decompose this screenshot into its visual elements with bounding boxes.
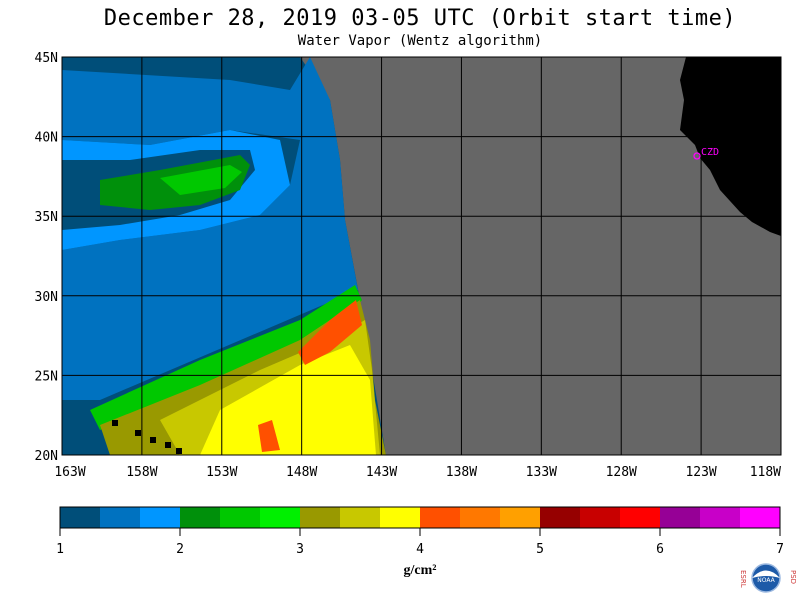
- missing-data-dot: [176, 448, 182, 454]
- longitude-labels: 163W 158W 153W 148W 143W 138W 133W 128W 123W 118W: [54, 465, 781, 480]
- colorbar-swatch: [460, 507, 501, 528]
- noaa-logo-graphic: NOAA ESRL PSD: [739, 563, 797, 593]
- missing-data-dot: [150, 437, 156, 443]
- missing-data-dot: [112, 420, 118, 426]
- longitude-label: 143W: [366, 465, 397, 480]
- logo-right-text: PSD: [789, 570, 797, 584]
- colorbar: [59, 506, 781, 529]
- colorbar-swatch: [380, 507, 421, 528]
- colorbar-swatch: [140, 507, 181, 528]
- colorbar-tick-label: 3: [296, 542, 304, 557]
- colorbar-swatch: [500, 507, 541, 528]
- colorbar-tick-label: 7: [776, 542, 784, 557]
- latitude-label: 30N: [35, 290, 58, 305]
- colorbar-swatch: [580, 507, 621, 528]
- colorbar-tick-label: 4: [416, 542, 424, 557]
- colorbar-swatch: [620, 507, 661, 528]
- missing-data-dot: [165, 442, 171, 448]
- moisture-max-orange: [298, 300, 362, 365]
- missing-data-dot: [135, 430, 141, 436]
- colorbar-swatch: [700, 507, 741, 528]
- colorbar-swatch: [660, 507, 701, 528]
- colorbar-swatch: [260, 507, 301, 528]
- map-title: December 28, 2019 03-05 UTC (Orbit start…: [103, 6, 737, 31]
- moisture-band-green: [90, 285, 362, 430]
- longitude-label: 118W: [750, 465, 781, 480]
- colorbar-swatch: [300, 507, 341, 528]
- latitude-label: 45N: [35, 51, 58, 66]
- latitude-label: 25N: [35, 369, 58, 384]
- colorbar-swatch: [740, 507, 781, 528]
- colorbar-swatch: [220, 507, 261, 528]
- map-subtitle: Water Vapor (Wentz algorithm): [297, 33, 543, 49]
- colorbar-swatch: [420, 507, 461, 528]
- colorbar-tick-label: 5: [536, 542, 544, 557]
- longitude-label: 158W: [126, 465, 157, 480]
- moisture-band-yellow: [200, 345, 376, 455]
- colorbar-swatch: [60, 507, 101, 528]
- land-california: [680, 57, 781, 236]
- colorbar-swatch: [180, 507, 221, 528]
- longitude-label: 138W: [446, 465, 477, 480]
- longitude-label: 123W: [685, 465, 716, 480]
- graticule: [62, 57, 781, 455]
- colorbar-swatch: [100, 507, 141, 528]
- colorbar-tick-label: 1: [56, 542, 64, 557]
- latitude-labels: 45N 40N 35N 30N 25N 20N: [35, 51, 58, 464]
- logo-left-text: ESRL: [739, 570, 747, 588]
- longitude-label: 153W: [206, 465, 237, 480]
- map-field: [62, 57, 781, 455]
- logo-center-text: NOAA: [757, 577, 775, 584]
- station-marker: [693, 152, 701, 160]
- latitude-label: 40N: [35, 131, 58, 146]
- longitude-label: 148W: [286, 465, 317, 480]
- station-label: CZD: [701, 147, 719, 158]
- swath-blue-band: [62, 57, 358, 400]
- noaa-logo: NOAA ESRL PSD: [735, 558, 797, 600]
- colorbar-swatch: [340, 507, 381, 528]
- colorbar-ticks: 1 2 3 4 5 6 7: [56, 528, 784, 557]
- longitude-label: 133W: [526, 465, 557, 480]
- map-frame: [61, 56, 782, 456]
- longitude-label: 128W: [606, 465, 637, 480]
- colorbar-units: g/cm²: [403, 563, 437, 578]
- latitude-label: 35N: [35, 210, 58, 225]
- colorbar-tick-label: 6: [656, 542, 664, 557]
- colorbar-tick-label: 2: [176, 542, 184, 557]
- moisture-orange-cell: [258, 420, 280, 452]
- colorbar-swatch: [540, 507, 581, 528]
- longitude-label: 163W: [54, 465, 85, 480]
- latitude-label: 20N: [35, 449, 58, 464]
